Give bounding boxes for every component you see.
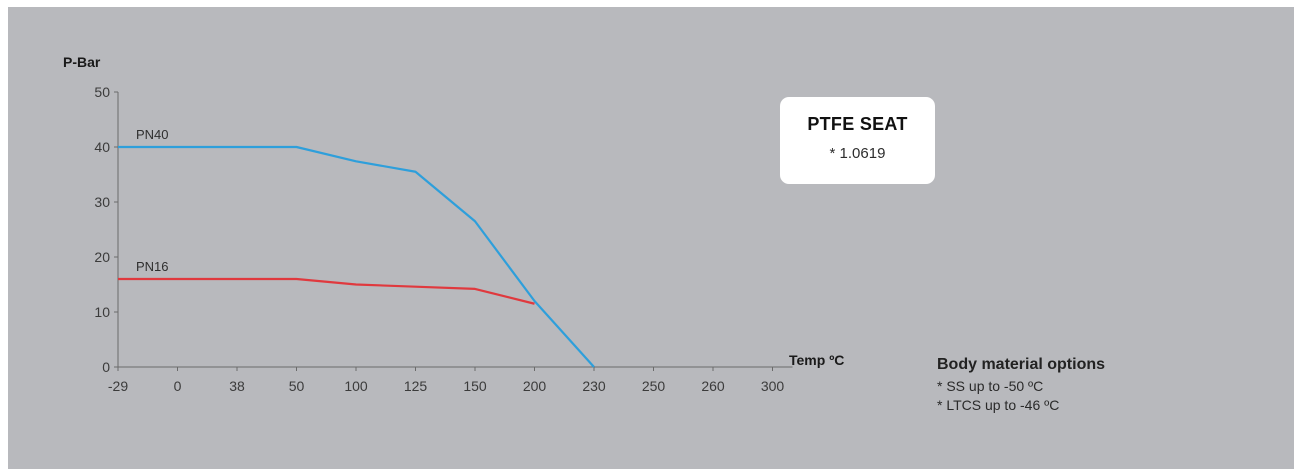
x-tick-label: 125 [404, 378, 428, 394]
y-tick-label: 20 [94, 249, 110, 265]
series-line-pn40 [118, 145, 595, 368]
x-tick-label: 230 [582, 378, 606, 394]
body-material-option: * LTCS up to -46 ºC [937, 397, 1060, 413]
seat-info-box: PTFE SEAT * 1.0619 [780, 97, 935, 184]
x-tick-label: 38 [229, 378, 245, 394]
axes: 0 10 20 30 40 50 -29 0 38 50 100 125 150 200 230 250 260… [94, 84, 793, 394]
body-material-options: Body material options * SS up to -50 ºC … [937, 356, 1105, 415]
series-label-pn16: PN16 [136, 259, 169, 274]
body-material-title: Body material options [937, 356, 1106, 373]
x-tick-label: 50 [289, 378, 305, 394]
pressure-temperature-chart: 0 10 20 30 40 50 -29 0 38 50 100 125 150 200 230 250 260… [63, 54, 844, 394]
x-tick-label: 200 [523, 378, 547, 394]
series-line-pn16 [118, 277, 535, 305]
y-tick-label: 30 [94, 194, 110, 210]
x-tick-label: 0 [174, 378, 182, 394]
y-tick-label: 50 [94, 84, 110, 100]
x-tick-label: 150 [463, 378, 487, 394]
x-axis-title: Temp ºC [789, 352, 844, 368]
y-tick-label: 0 [102, 359, 110, 375]
y-axis-title: P-Bar [63, 54, 101, 70]
y-tick-label: 40 [94, 139, 110, 155]
chart-panel: 0 10 20 30 40 50 -29 0 38 50 100 125 150 200 230 250 260… [8, 7, 1294, 469]
y-tick-label: 10 [94, 304, 110, 320]
x-tick-label: 250 [642, 378, 666, 394]
series-label-pn40: PN40 [136, 127, 169, 142]
seat-material: * 1.0619 [829, 145, 886, 162]
seat-title: PTFE SEAT [807, 114, 908, 134]
x-tick-label: 300 [761, 378, 785, 394]
series-lines: PN40 PN16 [118, 127, 595, 368]
x-tick-label: 260 [701, 378, 725, 394]
x-tick-label: -29 [108, 378, 128, 394]
x-tick-label: 100 [344, 378, 368, 394]
body-material-option: * SS up to -50 ºC [937, 378, 1044, 394]
